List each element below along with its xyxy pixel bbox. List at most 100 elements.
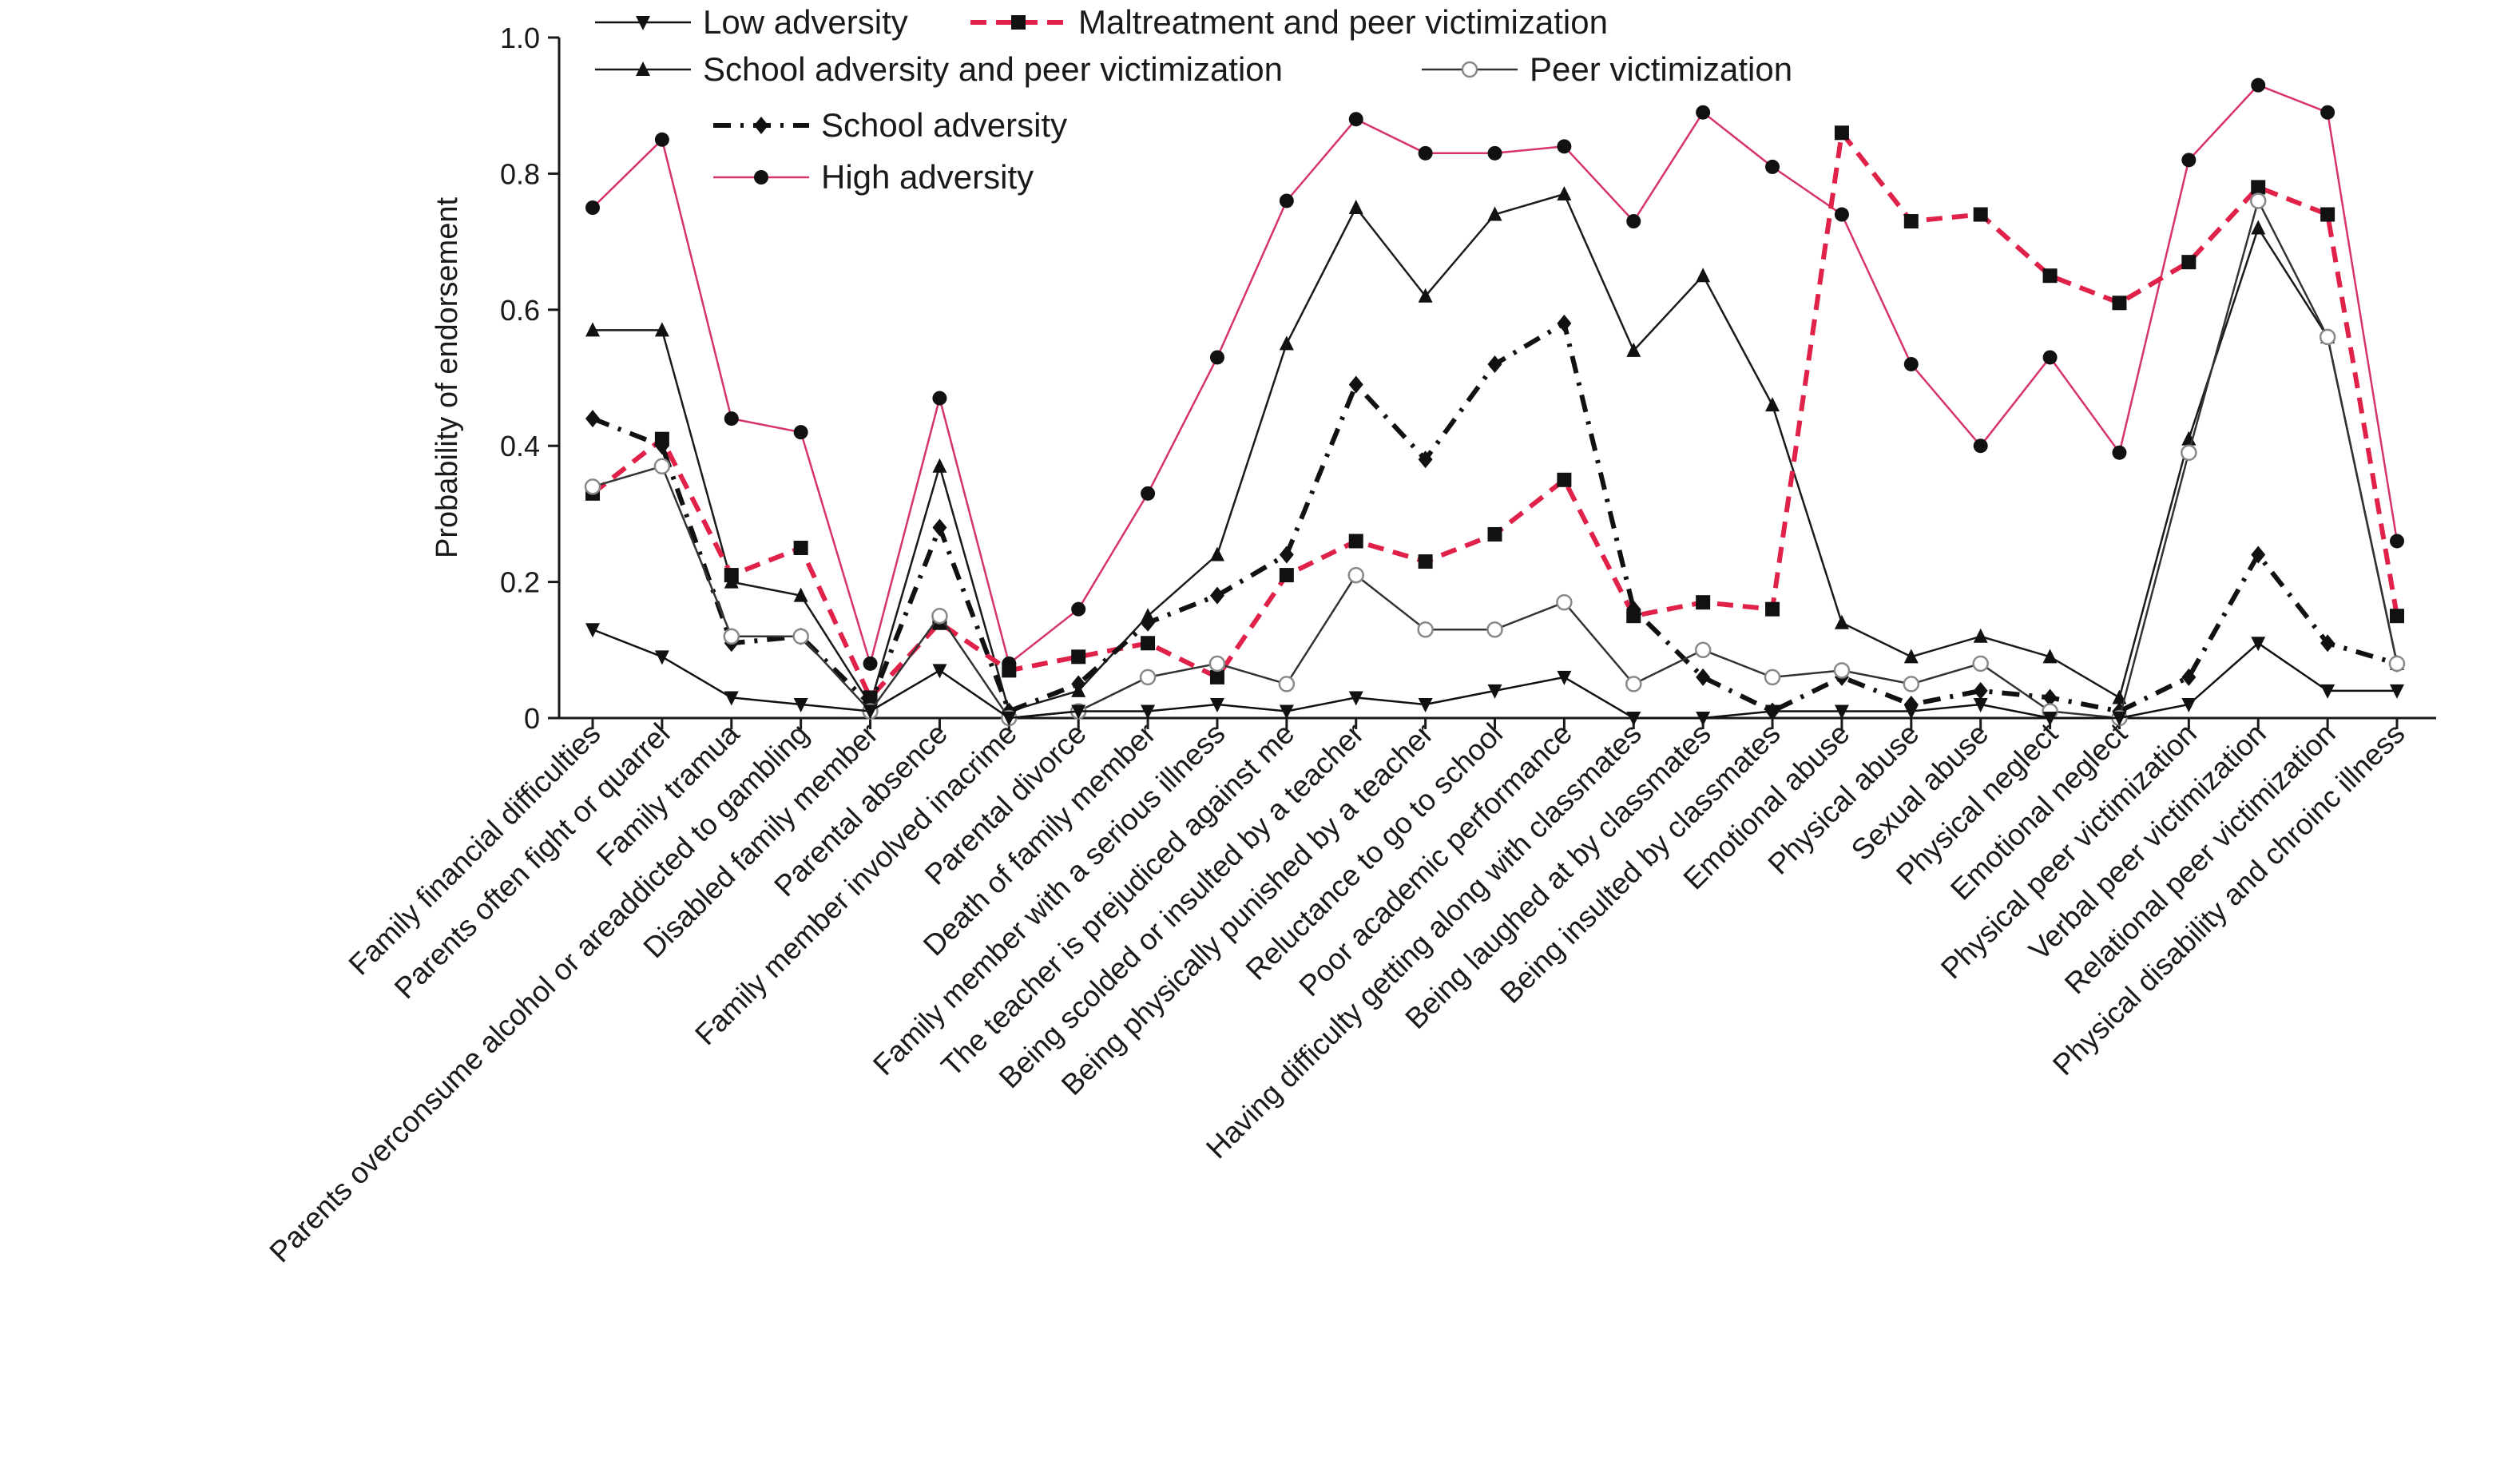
data-point: [2181, 153, 2197, 168]
data-point: [1626, 214, 1641, 229]
data-point: [1418, 145, 1433, 161]
data-point: [1487, 526, 1502, 542]
series-low-adversity: [585, 623, 2404, 726]
data-point: [1417, 621, 1434, 638]
data-point: [724, 568, 739, 583]
data-point: [1694, 641, 1712, 659]
legend-label: Low adversity: [703, 3, 908, 41]
data-point: [932, 391, 947, 406]
data-point: [584, 478, 601, 495]
data-point: [1834, 125, 1849, 141]
data-point: [1279, 546, 1294, 564]
series-layer: [584, 77, 2406, 727]
legend-swatch-marker: [1461, 61, 1478, 78]
data-point: [932, 518, 947, 537]
data-point: [931, 607, 948, 625]
data-point: [1487, 145, 1502, 161]
y-axis-title: Probability of endorsement: [431, 197, 464, 558]
data-point: [863, 656, 878, 671]
data-point: [793, 697, 808, 712]
data-point: [1002, 712, 1017, 726]
data-point: [1071, 601, 1086, 617]
data-point: [2390, 534, 2404, 549]
data-point: [1279, 568, 1294, 583]
data-point: [1696, 105, 1711, 120]
data-point: [1626, 600, 1641, 618]
series-school-adversity: [585, 314, 2404, 720]
data-point: [1556, 593, 1573, 611]
y-tick-label: 0: [524, 702, 540, 735]
data-point: [1348, 375, 1363, 394]
data-point: [1696, 668, 1711, 686]
legend-swatch-marker: [1011, 15, 1026, 30]
data-point: [1486, 621, 1503, 638]
data-point: [2042, 688, 2058, 707]
data-point: [1973, 628, 1988, 643]
data-point: [1903, 356, 1919, 371]
data-point: [1348, 112, 1363, 127]
data-point: [1973, 207, 1988, 222]
data-point: [1141, 613, 1156, 632]
series-high-adversity: [585, 77, 2404, 671]
y-tick-label: 0.8: [500, 157, 540, 190]
data-point: [2320, 207, 2335, 222]
data-point: [2319, 328, 2336, 346]
data-point: [2042, 350, 2058, 365]
data-point: [1765, 159, 1780, 174]
data-point: [1834, 614, 1849, 629]
series-peer-victimization: [584, 192, 2406, 727]
data-point: [1348, 691, 1363, 706]
data-point: [653, 458, 671, 475]
data-point: [1903, 676, 1920, 692]
data-point: [654, 322, 669, 337]
data-point: [1279, 193, 1294, 208]
data-point: [1903, 649, 1919, 664]
data-point: [1347, 566, 1364, 584]
data-point: [1765, 704, 1780, 720]
data-point: [1557, 314, 1572, 332]
data-point: [1418, 450, 1433, 469]
data-point: [2042, 649, 2058, 664]
data-point: [2112, 296, 2127, 311]
data-point: [2251, 77, 2266, 93]
data-point: [2042, 268, 2058, 284]
series-school-adversity-and-peer-victimization: [585, 185, 2404, 718]
legend-label: High adversity: [821, 158, 1034, 196]
legend-swatch-marker: [636, 16, 650, 30]
data-point: [1002, 663, 1017, 678]
legend-label: School adversity: [821, 106, 1067, 144]
legend-swatch-marker: [754, 170, 768, 185]
data-point: [1487, 355, 1502, 373]
data-point: [1973, 438, 1988, 454]
data-point: [1348, 200, 1363, 214]
legend-item-low-adversity: Low adversity: [595, 3, 908, 41]
data-point: [1487, 206, 1502, 221]
data-point: [585, 410, 600, 428]
data-point: [793, 541, 808, 555]
data-point: [2251, 637, 2266, 652]
data-point: [1557, 185, 1572, 200]
data-point: [2112, 445, 2127, 460]
data-point: [2251, 180, 2266, 195]
data-point: [1209, 697, 1224, 712]
data-point: [2320, 634, 2335, 653]
data-point: [1696, 268, 1711, 283]
data-point: [1208, 655, 1226, 673]
data-point: [792, 628, 809, 645]
data-point: [1834, 207, 1849, 222]
data-point: [1557, 670, 1572, 685]
data-point: [2181, 668, 2197, 686]
data-point: [2388, 655, 2406, 673]
legend-label: Peer victimization: [1530, 50, 1792, 88]
legend-swatch-marker: [636, 62, 650, 76]
data-point: [1696, 595, 1711, 610]
data-point: [2181, 697, 2197, 712]
legend-item-school-adversity-and-peer-victimization: School adversity and peer victimization: [595, 50, 1283, 88]
data-point: [2112, 712, 2127, 726]
data-point: [1487, 684, 1502, 699]
legend-swatch-marker: [754, 117, 768, 134]
data-point: [1765, 601, 1780, 617]
data-point: [1139, 669, 1157, 686]
